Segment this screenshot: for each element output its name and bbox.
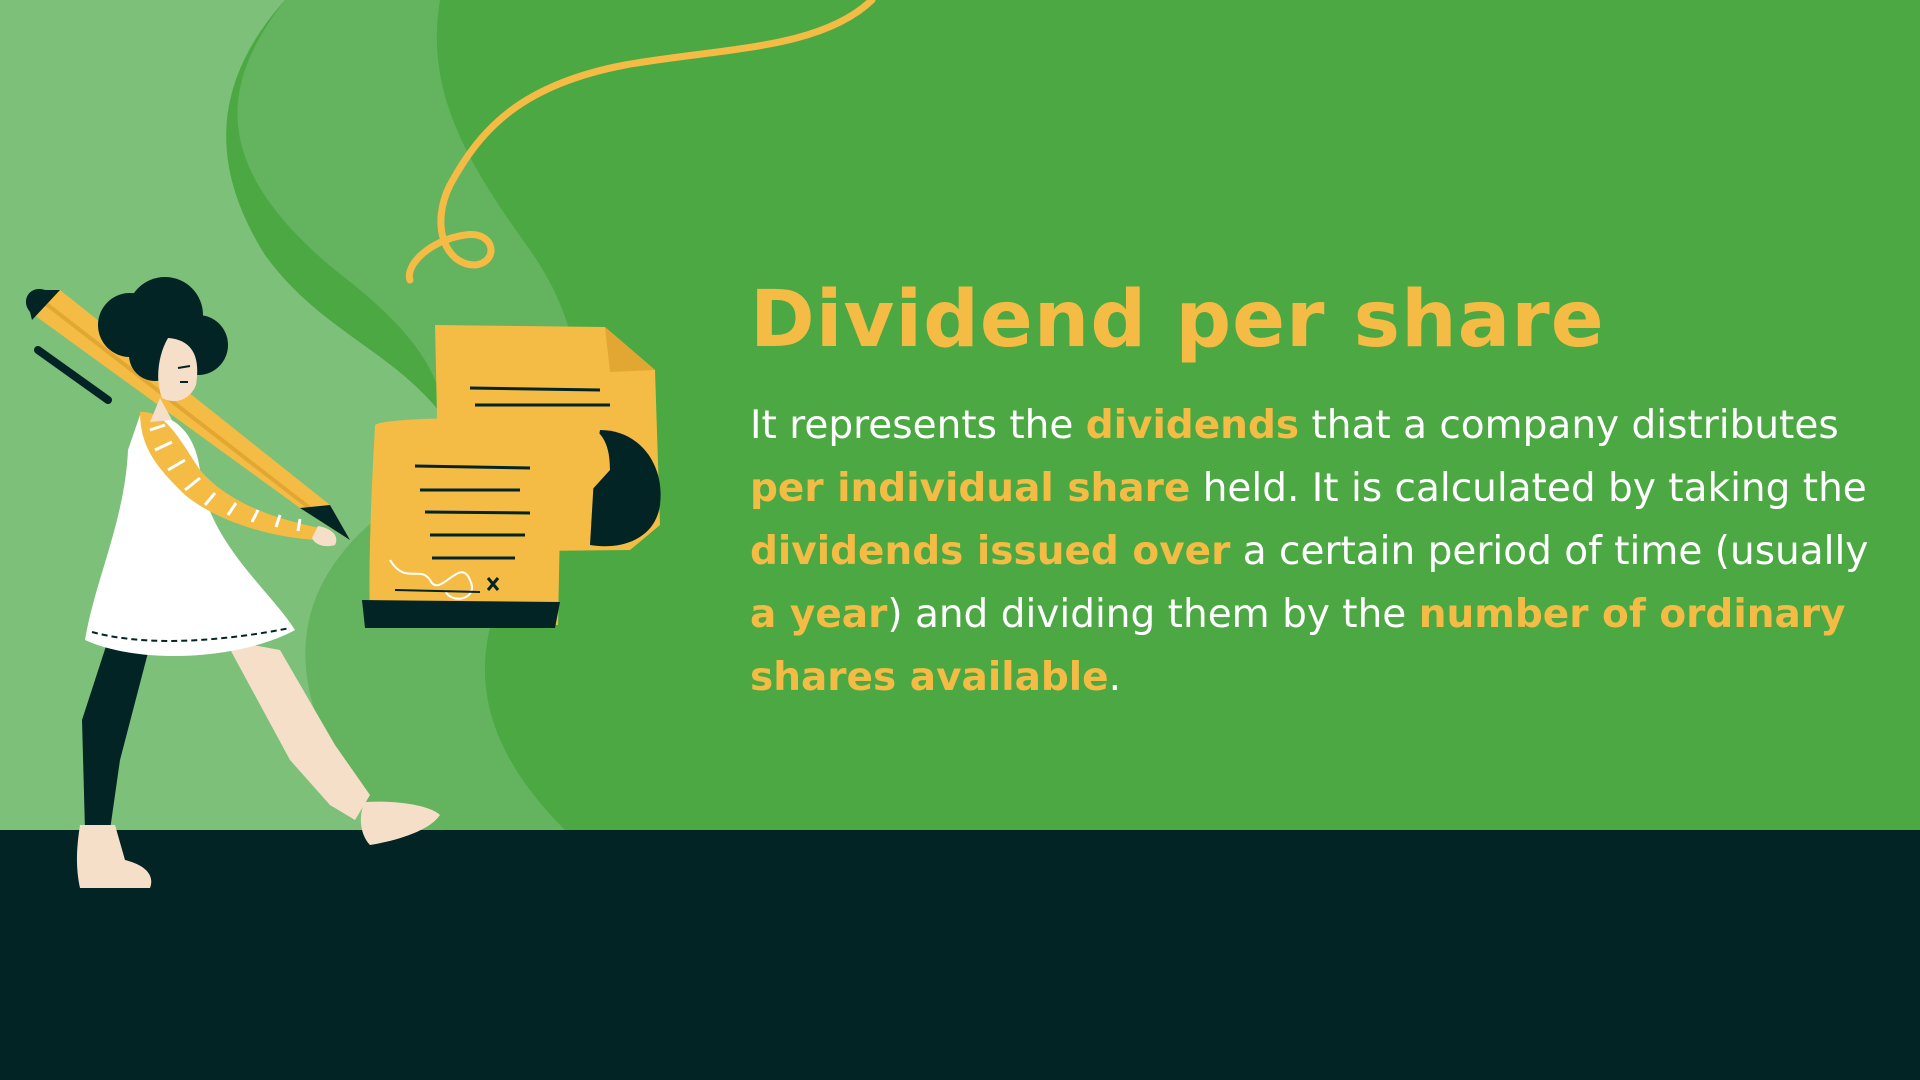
highlighted-term: per individual share [750, 466, 1191, 511]
paragraph-text: a certain period of time (usually [1230, 529, 1869, 574]
highlighted-term: a year [750, 592, 888, 637]
paragraph-text: ) and dividing them by the [887, 592, 1419, 637]
slide-description: It represents the dividends that a compa… [750, 394, 1880, 709]
highlighted-term: dividends issued over [750, 529, 1231, 574]
paragraph-text: held. It is calculated by taking the [1190, 466, 1867, 511]
slide-title: Dividend per share [750, 275, 1605, 365]
wave-mid-shape [237, 0, 578, 830]
floor-band [0, 830, 1920, 1080]
paragraph-text: It represents the [750, 403, 1086, 448]
paragraph-text: . [1108, 655, 1122, 700]
woman-with-giant-pencil-icon [25, 277, 440, 888]
highlighted-term: number of ordinary shares available [750, 592, 1846, 700]
paragraph-text: that a company distributes [1299, 403, 1839, 448]
curly-line-icon [405, 0, 876, 284]
highlighted-term: dividends [1085, 403, 1300, 448]
signed-contract-scroll-icon [362, 325, 661, 628]
